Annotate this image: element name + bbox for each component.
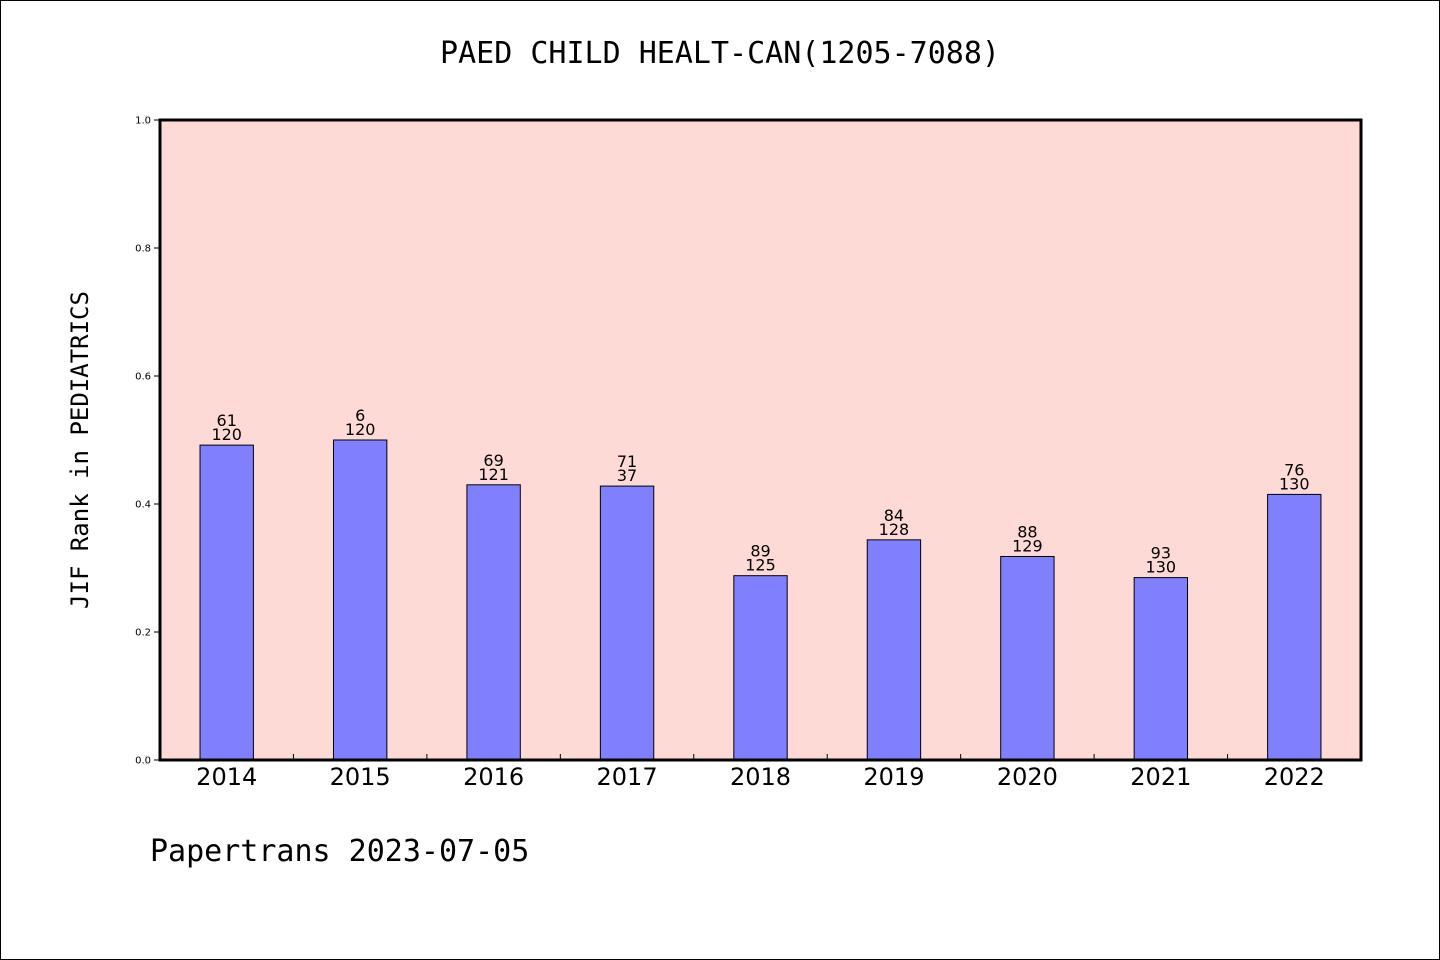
x-tick-label: 2022 bbox=[1264, 763, 1325, 791]
x-tick-label: 2016 bbox=[463, 763, 524, 791]
bar-rank-label: 61 bbox=[217, 411, 237, 430]
bar-2019 bbox=[866, 539, 922, 761]
x-tick-label: 2021 bbox=[1130, 763, 1191, 791]
footer-note: Papertrans 2023-07-05 bbox=[150, 834, 530, 869]
y-tick-label: 1.0 bbox=[135, 116, 151, 127]
bar-total-label: 120 bbox=[211, 425, 242, 444]
bar-total-label: 128 bbox=[879, 520, 910, 539]
bar-total-label: 130 bbox=[1146, 558, 1177, 577]
bar-total-label: 37 bbox=[617, 466, 637, 485]
y-tick-label: 0.2 bbox=[135, 628, 151, 639]
x-tick-label: 2015 bbox=[330, 763, 391, 791]
bar-rank-label: 69 bbox=[483, 451, 503, 470]
y-tick-label: 0.4 bbox=[135, 500, 151, 511]
bar-total-label: 130 bbox=[1279, 474, 1310, 493]
bar-2014 bbox=[199, 444, 254, 761]
bar-2021 bbox=[1133, 577, 1189, 761]
x-tick-label: 2017 bbox=[597, 763, 658, 791]
chart-title: PAED CHILD HEALT-CAN(1205-7088) bbox=[440, 36, 1000, 71]
bar-2020 bbox=[1000, 555, 1055, 761]
bar-rank-label: 71 bbox=[617, 452, 637, 471]
bar-total-label: 129 bbox=[1012, 536, 1043, 555]
bar-2022 bbox=[1267, 493, 1322, 761]
bar-rank-label: 93 bbox=[1151, 544, 1171, 563]
x-tick-label: 2019 bbox=[863, 763, 924, 791]
bar-rank-label: 6 bbox=[355, 406, 365, 425]
bar-2018 bbox=[733, 575, 788, 761]
x-tick-label: 2020 bbox=[997, 763, 1058, 791]
bar-2017 bbox=[599, 485, 655, 761]
bar-2015 bbox=[332, 439, 388, 761]
bar-rank-label: 76 bbox=[1284, 460, 1304, 479]
plot-border bbox=[158, 118, 1363, 762]
y-tick-label: 0.6 bbox=[135, 372, 151, 383]
bar-rank-label: 84 bbox=[884, 506, 904, 525]
bar-total-label: 120 bbox=[345, 420, 376, 439]
bar-total-label: 121 bbox=[478, 465, 509, 484]
bar-rank-label: 88 bbox=[1017, 522, 1037, 541]
y-tick-label: 0.0 bbox=[135, 756, 151, 767]
bar-total-label: 125 bbox=[745, 556, 776, 575]
x-tick-label: 2014 bbox=[196, 763, 257, 791]
bar-rank-label: 89 bbox=[750, 542, 770, 561]
y-tick-label: 0.8 bbox=[135, 244, 151, 255]
bar-2016 bbox=[466, 484, 521, 761]
x-tick-label: 2018 bbox=[730, 763, 791, 791]
